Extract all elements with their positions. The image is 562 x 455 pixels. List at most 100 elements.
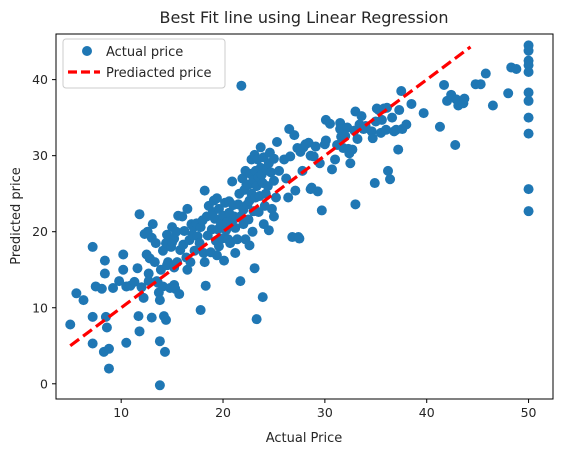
data-point: [160, 314, 171, 325]
data-point: [99, 255, 110, 266]
data-point: [199, 185, 210, 196]
data-point: [523, 112, 534, 123]
data-point: [401, 119, 412, 130]
data-point: [154, 380, 165, 391]
data-point: [480, 68, 491, 79]
data-point: [129, 276, 140, 287]
data-point: [99, 268, 110, 279]
data-point: [146, 312, 157, 323]
data-point: [327, 164, 337, 175]
data-point: [487, 100, 498, 111]
data-point: [236, 80, 247, 91]
data-point: [103, 363, 114, 374]
data-point: [253, 206, 264, 217]
data-point: [345, 158, 356, 169]
data-point: [263, 225, 274, 236]
data-point: [101, 322, 112, 333]
data-point: [103, 343, 114, 354]
data-point: [459, 93, 470, 104]
y-tick-label: 0: [40, 376, 48, 391]
data-point: [268, 153, 279, 164]
data-point: [159, 346, 170, 357]
data-point: [118, 264, 129, 275]
data-point: [211, 250, 222, 261]
data-point: [134, 209, 145, 220]
data-point: [394, 105, 405, 116]
data-point: [157, 245, 168, 256]
data-point: [132, 263, 143, 274]
data-point: [503, 88, 514, 99]
data-point: [523, 95, 534, 106]
data-point: [383, 165, 394, 176]
data-point: [78, 295, 89, 306]
data-point: [316, 205, 327, 216]
data-point: [138, 292, 149, 303]
data-point: [114, 276, 125, 287]
data-point: [294, 233, 305, 244]
data-point: [330, 154, 341, 165]
data-point: [143, 268, 154, 279]
data-point: [87, 241, 98, 252]
x-tick-label: 20: [215, 405, 231, 420]
legend-scatter-label: Actual price: [106, 45, 183, 60]
data-point: [268, 175, 279, 186]
scatter-points: [65, 40, 534, 391]
data-point: [179, 225, 190, 236]
data-point: [154, 295, 165, 306]
data-point: [523, 45, 534, 56]
data-point: [251, 314, 262, 325]
data-point: [347, 144, 358, 155]
data-point: [121, 337, 132, 348]
x-tick-label: 40: [419, 405, 435, 420]
data-point: [71, 288, 82, 299]
data-point: [285, 151, 296, 162]
data-point: [289, 130, 300, 141]
data-point: [352, 133, 363, 144]
data-point: [523, 184, 534, 195]
data-point: [108, 282, 119, 293]
data-point: [367, 133, 378, 144]
y-tick-label: 20: [32, 224, 48, 239]
data-point: [270, 192, 281, 203]
data-point: [199, 257, 210, 268]
y-tick-label: 30: [32, 148, 48, 163]
data-point: [385, 174, 396, 185]
y-tick-label: 40: [32, 72, 48, 87]
data-point: [154, 336, 165, 347]
data-point: [171, 226, 182, 237]
data-point: [118, 249, 129, 260]
y-axis-ticks: 0 10 20 30 40: [32, 72, 56, 391]
data-point: [268, 211, 279, 222]
data-point: [523, 67, 534, 78]
data-point: [249, 263, 260, 274]
data-point: [149, 257, 160, 268]
data-point: [308, 151, 319, 162]
data-point: [434, 121, 445, 132]
data-point: [511, 63, 522, 74]
y-tick-label: 10: [32, 300, 48, 315]
data-point: [523, 87, 534, 98]
data-point: [182, 264, 193, 275]
data-point: [211, 193, 222, 204]
data-point: [406, 98, 417, 109]
data-point: [369, 178, 380, 189]
data-point: [523, 206, 534, 217]
legend-box: [62, 38, 226, 89]
data-point: [376, 114, 387, 125]
data-point: [134, 326, 145, 337]
data-point: [255, 142, 266, 153]
data-point: [272, 136, 282, 147]
legend-line-label: Prediacted price: [106, 66, 211, 81]
data-point: [230, 248, 241, 258]
data-point: [274, 165, 285, 176]
data-point: [243, 214, 254, 225]
data-point: [475, 79, 486, 90]
data-point: [266, 203, 277, 214]
data-point: [200, 280, 211, 291]
data-point: [147, 219, 158, 230]
data-point: [396, 86, 407, 97]
data-point: [320, 135, 331, 146]
data-point: [195, 305, 206, 316]
data-point: [227, 176, 238, 187]
fit-line-layer: [69, 45, 472, 348]
